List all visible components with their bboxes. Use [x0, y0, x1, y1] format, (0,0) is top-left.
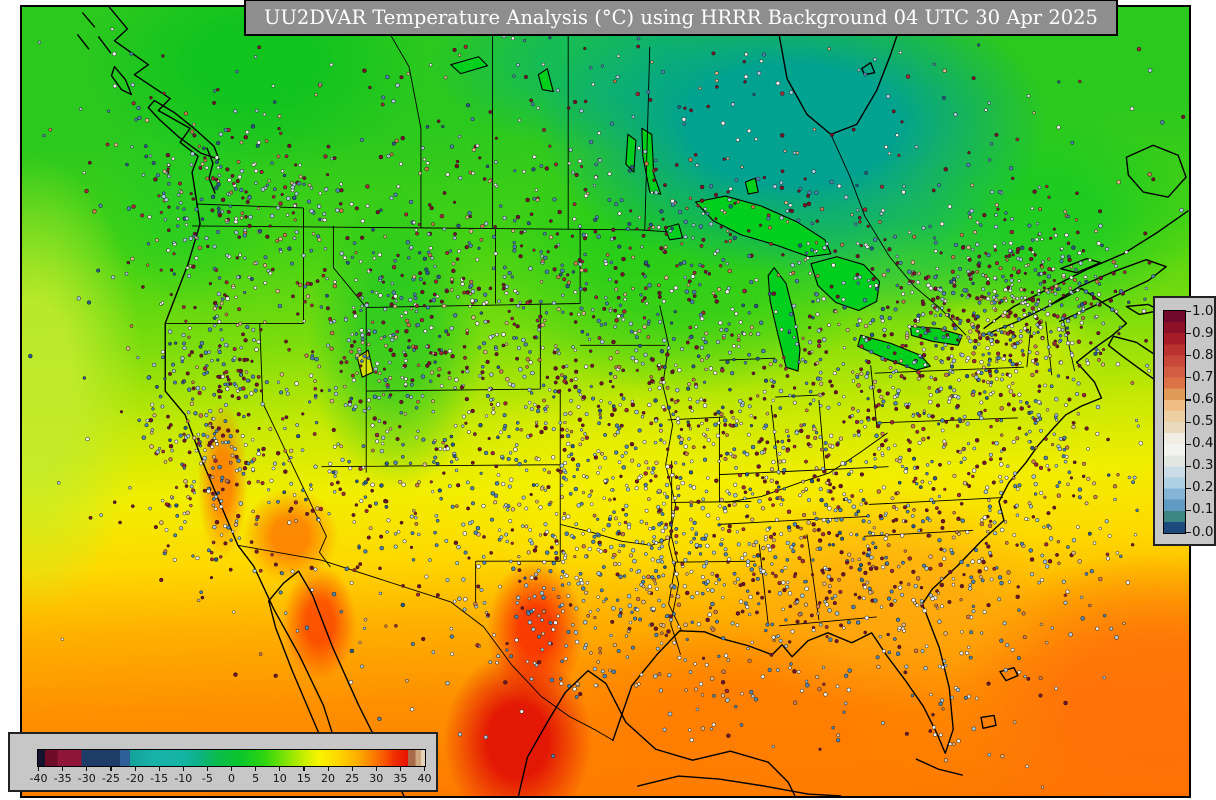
borders-layer [165, 7, 1076, 741]
colorbar-tick-mark [424, 767, 426, 771]
colorbar-tick-label: 0.2 [1192, 479, 1214, 496]
colorbar-tick-mark [1186, 333, 1191, 335]
colorbar-tick-label: 30 [369, 772, 384, 785]
observation-dots-layer [28, 10, 1186, 789]
colorbar-tick-label: 0.8 [1192, 346, 1214, 363]
colorbar-tick-mark [1186, 443, 1191, 445]
colorbar-tick-mark [62, 767, 64, 771]
colorbar-tick-mark [1186, 487, 1191, 489]
colorbar-tick-label: 5 [252, 772, 260, 785]
coastline-layer [76, 7, 1189, 796]
colorbar-tick-mark [1186, 377, 1191, 379]
colorbar-tick-label: 15 [296, 772, 311, 785]
colorbar-tick-label: -10 [174, 772, 193, 785]
colorbar-tick-label: -25 [101, 772, 120, 785]
colorbar-tick-label: -15 [150, 772, 169, 785]
colorbar-tick-label: 25 [345, 772, 360, 785]
colorbar-tick-label: 0.3 [1192, 457, 1214, 474]
lakes-layer [356, 8, 963, 378]
colorbar-tick-mark [327, 767, 329, 771]
colorbar-tick-mark [255, 767, 257, 771]
colorbar-tick-label: -20 [126, 772, 144, 785]
colorbar-tick-mark [1186, 465, 1191, 467]
colorbar-tick-label: 1.0 [1192, 302, 1214, 319]
colorbar-tick-mark [399, 767, 402, 771]
colorbar-tick-mark [351, 767, 353, 771]
colorbar-tick-label: 10 [272, 772, 287, 785]
colorbar-bottom-gradient [37, 749, 426, 767]
colorbar-tick-mark [375, 767, 377, 771]
colorbar-tick-mark [1186, 532, 1191, 534]
colorbar-tick-label: 35 [393, 772, 408, 785]
colorbar-tick-mark [38, 767, 40, 771]
colorbar-tick-mark [1186, 399, 1191, 401]
colorbar-tick-mark [158, 767, 160, 771]
colorbar-tick-label: -35 [53, 772, 72, 785]
map-title-text: UU2DVAR Temperature Analysis (°C) using … [264, 6, 1098, 29]
colorbar-tick-label: 0 [228, 772, 235, 785]
colorbar-tick-label: 0.5 [1192, 413, 1214, 429]
colorbar-right-gradient [1163, 310, 1186, 534]
colorbar-tick-mark [206, 767, 209, 771]
colorbar-tick-label: -40 [29, 772, 48, 785]
colorbar-tick-label: 0.1 [1192, 501, 1214, 518]
colorbar-right-panel: 1.0 0.9 0.8 0.7 0.6 0.5 0.4 0.3 0.2 0.1 0.0 [1153, 296, 1216, 546]
colorbar-tick-label: 0.4 [1192, 435, 1214, 452]
colorbar-tick-mark [86, 767, 88, 771]
colorbar-tick-label: -30 [77, 772, 96, 785]
map-title: UU2DVAR Temperature Analysis (°C) using … [244, 0, 1118, 36]
colorbar-tick-mark [110, 767, 112, 771]
temperature-analysis-map [20, 5, 1191, 798]
colorbar-tick-mark [1186, 311, 1191, 313]
colorbar-tick-label: -5 [201, 772, 213, 785]
colorbar-tick-label: 0.0 [1192, 523, 1214, 540]
colorbar-tick-mark [1186, 355, 1191, 357]
colorbar-tick-mark [279, 767, 281, 771]
colorbar-tick-mark [1186, 509, 1191, 512]
colorbar-tick-label: 20 [321, 772, 335, 785]
colorbar-tick-mark [231, 767, 233, 771]
colorbar-tick-mark [303, 767, 305, 771]
colorbar-tick-mark [1186, 421, 1191, 423]
map-overlay-svg [28, 7, 1189, 796]
colorbar-tick-mark [134, 767, 136, 771]
colorbar-tick-mark [182, 767, 184, 771]
colorbar-bottom-panel: -40 -35 -30 -25 -20 -15 -10 -5 0 5 10 15 20 25 30 35 40 [8, 732, 438, 792]
colorbar-tick-label: 0.7 [1192, 368, 1214, 385]
colorbar-tick-label: 40 [417, 772, 432, 785]
colorbar-tick-label: 0.6 [1192, 390, 1214, 407]
colorbar-tick-label: 0.9 [1192, 324, 1214, 341]
